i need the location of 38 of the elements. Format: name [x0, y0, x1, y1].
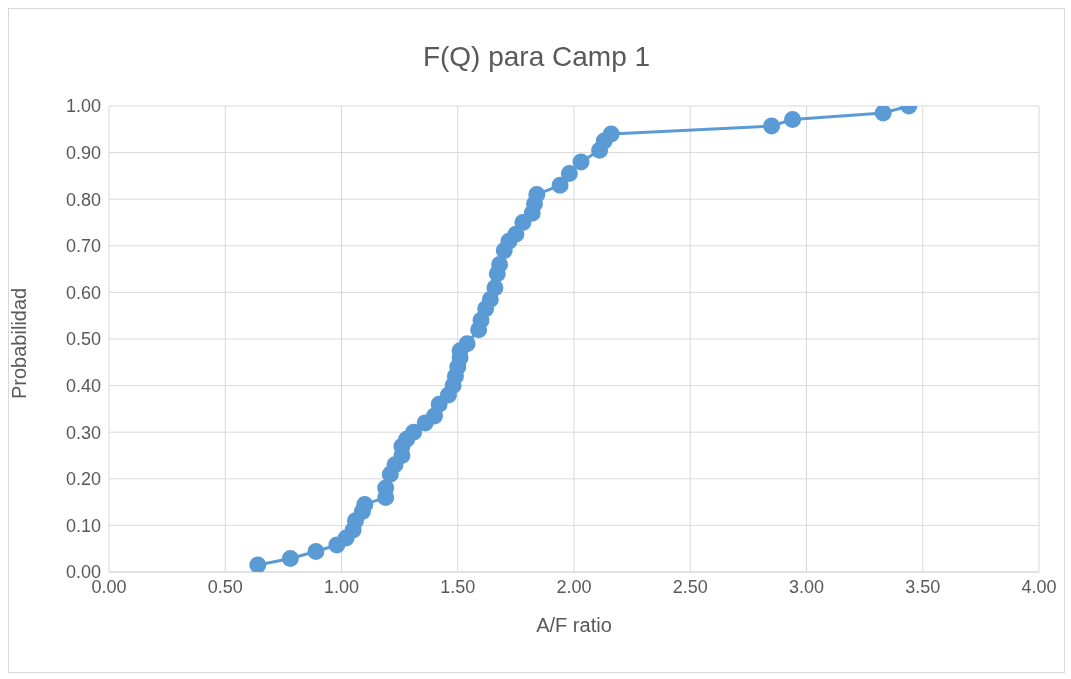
- x-tick-label: 2.50: [672, 576, 708, 597]
- y-tick-label: 0.60: [65, 282, 101, 303]
- x-tick-label: 4.00: [1021, 576, 1057, 597]
- point: [572, 153, 590, 171]
- point: [551, 176, 569, 194]
- point: [281, 549, 299, 567]
- point: [874, 106, 892, 122]
- point: [763, 117, 781, 135]
- y-tick-label: 0.80: [65, 189, 101, 210]
- x-tick-label: 0.50: [207, 576, 243, 597]
- point: [784, 111, 802, 129]
- y-tick-label: 0.30: [65, 422, 101, 443]
- point: [486, 279, 504, 297]
- point: [507, 225, 525, 243]
- y-tick-label: 0.90: [65, 142, 101, 163]
- y-tick-label: 0.70: [65, 236, 101, 257]
- x-tick-label: 2.00: [556, 576, 592, 597]
- point: [491, 255, 509, 273]
- point: [514, 214, 532, 231]
- point: [560, 165, 578, 183]
- point: [602, 125, 620, 143]
- point: [307, 543, 325, 560]
- chart-title: F(Q) para Camp 1: [421, 41, 652, 73]
- point: [405, 423, 423, 441]
- x-tick-label: 1.50: [440, 576, 476, 597]
- point: [458, 335, 476, 353]
- x-tick-label: 1.00: [323, 576, 360, 597]
- point: [356, 495, 374, 513]
- y-tick-label: 0.50: [65, 329, 101, 350]
- y-tick-label: 1.00: [65, 96, 101, 117]
- y-axis-title: Probabilidad: [8, 287, 31, 399]
- y-tick-label: 0.20: [65, 469, 101, 490]
- x-axis-title: A/F ratio: [536, 614, 612, 636]
- point: [249, 556, 267, 572]
- x-tick-label: 3.50: [905, 576, 941, 597]
- x-tick-label: 3.00: [788, 576, 825, 597]
- y-tick-label: 0.10: [65, 515, 101, 536]
- y-tick-label: 0.40: [65, 375, 101, 396]
